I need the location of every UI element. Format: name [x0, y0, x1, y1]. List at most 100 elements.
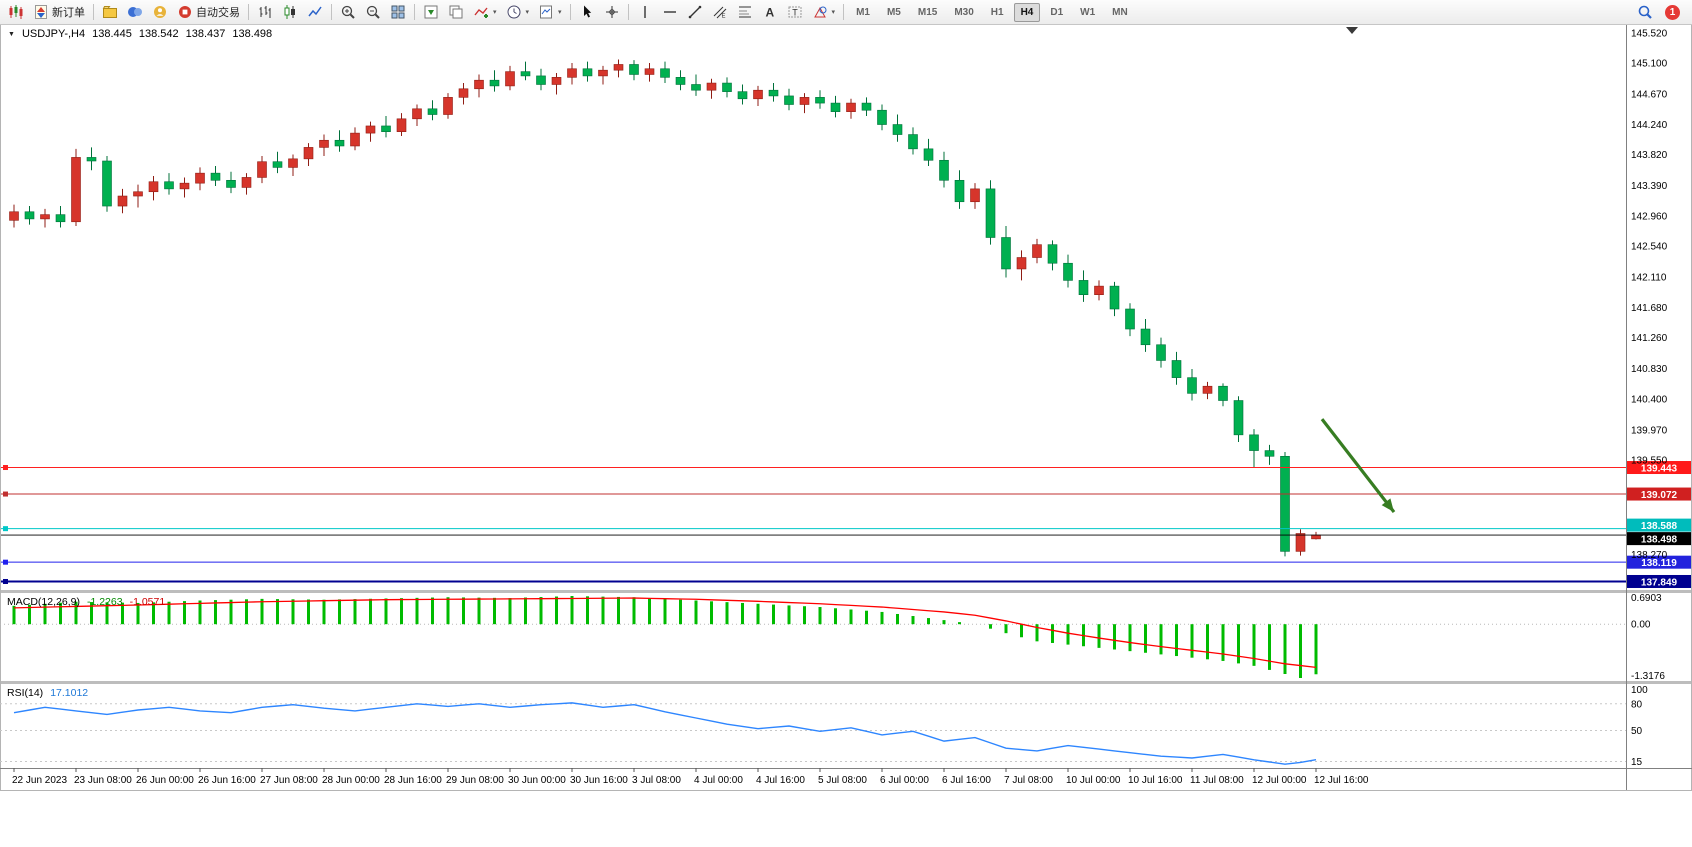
timeframe-button-w1[interactable]: W1 [1073, 3, 1102, 22]
chart-shift-marker[interactable] [1346, 27, 1358, 34]
panel-separator[interactable] [0, 590, 1692, 593]
svg-text:138.498: 138.498 [1641, 534, 1678, 545]
cascade-windows-button[interactable] [444, 2, 468, 22]
hline-anchor-marker[interactable] [3, 526, 8, 532]
candle [877, 104, 887, 131]
trendline-button[interactable] [683, 2, 707, 22]
time-axis-label: 4 Jul 16:00 [756, 775, 805, 786]
toolbar-separator [569, 4, 571, 20]
hline-object-138.588[interactable] [0, 526, 1626, 532]
line-chart-button[interactable] [303, 2, 327, 22]
auto-arrange-button[interactable] [419, 2, 443, 22]
svg-text:138.270: 138.270 [1631, 550, 1668, 561]
candlestick-chart-button[interactable] [278, 2, 302, 22]
macd-signal-value: -1.0571 [129, 596, 166, 608]
periods-icon [507, 5, 521, 19]
timeframe-button-d1[interactable]: D1 [1043, 3, 1070, 22]
cursor-button[interactable] [575, 2, 599, 22]
hline-object-137.849[interactable] [0, 578, 1626, 584]
candle [412, 104, 422, 126]
metaquotes-button[interactable] [123, 2, 147, 22]
horizontal-line-button[interactable] [658, 2, 682, 22]
svg-text:139.550: 139.550 [1631, 455, 1668, 466]
text-button[interactable]: A [758, 2, 782, 22]
search-button[interactable] [1633, 2, 1657, 22]
candle [846, 98, 856, 119]
candle [567, 63, 577, 85]
fibonacci-button[interactable] [733, 2, 757, 22]
zoom-out-icon [366, 5, 380, 19]
arrows-shapes-button[interactable]: ▾ [808, 2, 840, 22]
time-axis-label: 5 Jul 08:00 [818, 775, 867, 786]
hline-anchor-marker[interactable] [3, 559, 8, 565]
hline-object-138.119[interactable] [0, 559, 1626, 565]
candle [489, 70, 500, 92]
toolbar-right-area: 1 [1633, 2, 1688, 22]
time-axis-label: 12 Jul 16:00 [1314, 775, 1369, 786]
bar-chart-button[interactable] [253, 2, 277, 22]
candle [24, 206, 35, 225]
panel-separator[interactable] [0, 681, 1692, 684]
tile-windows-button[interactable] [386, 2, 410, 22]
price-tags: 139.443 139.072 138.588 138.498 138.119 137.8… [1627, 461, 1691, 588]
autotrading-button-label: 自动交易 [196, 7, 240, 19]
indicators-button[interactable]: ▾ [469, 2, 501, 22]
candle [86, 147, 97, 171]
profiles-button[interactable] [98, 2, 122, 22]
time-axis[interactable]: 22 Jun 2023 23 Jun 08:00 26 Jun 00:00 26 Ju… [0, 768, 1692, 786]
price-tag-139.443: 139.443 [1627, 461, 1691, 474]
timeframe-button-m30[interactable]: M30 [947, 3, 980, 22]
hline-anchor-marker[interactable] [3, 491, 8, 497]
candle [1047, 240, 1058, 271]
periods-button[interactable]: ▾ [502, 2, 534, 22]
equidistant-channel-button[interactable]: E [708, 2, 732, 22]
new-chart-button[interactable] [4, 2, 28, 22]
dropdown-caret-icon: ▾ [493, 9, 497, 16]
crosshair-button[interactable] [600, 2, 624, 22]
candle [148, 176, 159, 201]
autotrading-button[interactable]: 自动交易 [173, 2, 244, 22]
timeframe-button-m15[interactable]: M15 [911, 3, 944, 22]
candle [257, 155, 267, 184]
timeframe-button-mn[interactable]: MN [1105, 3, 1135, 22]
vertical-line-button[interactable] [633, 2, 657, 22]
zoom-out-button[interactable] [361, 2, 385, 22]
svg-text:145.100: 145.100 [1631, 59, 1668, 70]
candle [1311, 531, 1321, 540]
candle [1001, 226, 1011, 278]
timeframe-button-h1[interactable]: H1 [984, 3, 1011, 22]
zoom-in-button[interactable] [336, 2, 360, 22]
one-click-trading-arrow-icon[interactable]: ▼ [8, 30, 15, 38]
hline-object-139.443[interactable] [0, 465, 1626, 471]
hline-anchor-marker[interactable] [3, 465, 8, 471]
indicators-icon [474, 7, 488, 18]
candle [71, 148, 81, 227]
templates-button[interactable]: ▾ [534, 2, 566, 22]
timeframe-button-h4[interactable]: H4 [1013, 2, 1041, 22]
price-axis[interactable]: 145.520 145.100 144.670 144.240 143.820 143.3… [1631, 29, 1668, 561]
candle [970, 183, 980, 209]
macd-indicator-label: MACD(12,26,9) -1.2263 -1.0571 [7, 596, 165, 608]
candle [784, 88, 794, 111]
candle [629, 60, 639, 81]
candle [1249, 429, 1259, 468]
new-order-button[interactable]: 新订单 [29, 2, 89, 22]
candle [1109, 281, 1120, 317]
community-button[interactable] [148, 2, 172, 22]
candle [1233, 396, 1244, 442]
profiles-icon [102, 6, 117, 18]
timeframe-button-m5[interactable]: M5 [880, 3, 908, 22]
svg-text:143.390: 143.390 [1631, 181, 1668, 192]
hline-object-139.072[interactable] [0, 491, 1626, 497]
svg-text:137.849: 137.849 [1641, 577, 1678, 588]
arrow-annotation[interactable] [1320, 418, 1396, 514]
notifications-badge[interactable]: 1 [1665, 4, 1680, 20]
candle [675, 70, 686, 91]
hline-anchor-marker[interactable] [3, 578, 8, 584]
rsi-line [13, 702, 1317, 765]
candle [768, 83, 779, 102]
text-label-button[interactable]: T [783, 2, 807, 22]
candle [427, 100, 438, 121]
timeframe-button-m1[interactable]: M1 [849, 3, 877, 22]
